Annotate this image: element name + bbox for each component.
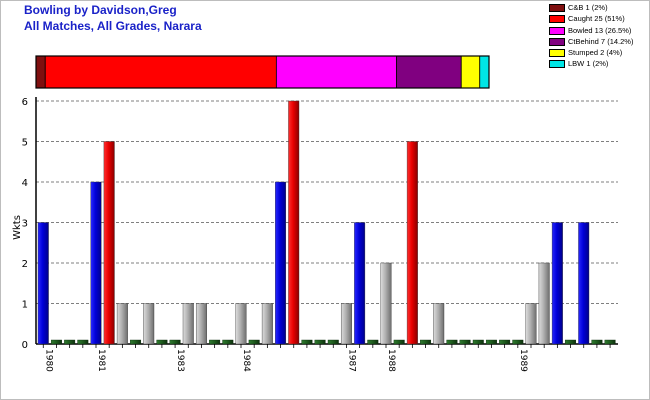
bar-zero bbox=[604, 339, 616, 345]
legend-swatch bbox=[549, 37, 565, 46]
bar-zero bbox=[169, 339, 181, 345]
bar-zero bbox=[393, 339, 405, 345]
bar-zero bbox=[248, 339, 260, 345]
bar bbox=[116, 303, 128, 345]
bar-zero bbox=[156, 339, 168, 345]
bar bbox=[406, 141, 418, 345]
strip-segment bbox=[460, 55, 481, 89]
bar bbox=[195, 303, 207, 345]
bar bbox=[37, 222, 49, 345]
x-year-label: 1989 bbox=[518, 349, 528, 372]
bar-zero bbox=[301, 339, 313, 345]
bar bbox=[90, 181, 102, 345]
bar bbox=[578, 222, 590, 345]
strip-border bbox=[35, 55, 490, 89]
x-year-label: 1988 bbox=[386, 349, 396, 372]
legend-label: Caught 25 (51%) bbox=[568, 14, 625, 24]
x-year-label: 1981 bbox=[96, 349, 106, 372]
strip-segment bbox=[396, 55, 462, 89]
bar-zero bbox=[222, 339, 234, 345]
bar bbox=[380, 262, 392, 345]
bar-zero bbox=[367, 339, 379, 345]
y-tick-label: 5 bbox=[22, 138, 28, 149]
y-tick-label: 0 bbox=[22, 340, 28, 351]
legend-label: C&B 1 (2%) bbox=[568, 3, 608, 12]
bar-zero bbox=[565, 339, 577, 345]
bar bbox=[340, 303, 352, 345]
strip-segment bbox=[35, 55, 46, 89]
bar-zero bbox=[485, 339, 497, 345]
bar-zero bbox=[499, 339, 511, 345]
bar bbox=[275, 181, 287, 345]
bar-zero bbox=[50, 339, 62, 345]
legend-label: Stumped 2 (4%) bbox=[568, 48, 623, 58]
chart-title: Bowling by Davidson,Greg bbox=[24, 3, 177, 17]
bar-zero bbox=[327, 339, 339, 345]
bar-zero bbox=[314, 339, 326, 345]
legend-label: Bowled 13 (26.5%) bbox=[568, 25, 632, 35]
bar bbox=[433, 303, 445, 345]
strip-segment bbox=[44, 55, 277, 89]
bar bbox=[182, 303, 194, 345]
strip-segment bbox=[479, 55, 490, 89]
bar-zero bbox=[446, 339, 458, 345]
legend-label: LBW 1 (2%) bbox=[568, 59, 609, 69]
bar bbox=[354, 222, 366, 345]
legend-swatch bbox=[549, 60, 565, 69]
bar bbox=[288, 100, 300, 345]
bar bbox=[235, 303, 247, 345]
bar bbox=[143, 303, 155, 345]
legend-label: CtBehind 7 (14.2%) bbox=[568, 36, 634, 46]
bar-zero bbox=[420, 339, 432, 345]
bar bbox=[525, 303, 537, 345]
bar-zero bbox=[459, 339, 471, 345]
chart-subtitle: All Matches, All Grades, Narara bbox=[24, 19, 202, 33]
x-year-label: 1980 bbox=[43, 349, 53, 372]
bar bbox=[103, 141, 115, 345]
y-tick-label: 6 bbox=[22, 97, 28, 108]
bar-zero bbox=[77, 339, 89, 345]
y-tick-label: 3 bbox=[22, 219, 28, 230]
y-tick-label: 1 bbox=[22, 300, 28, 311]
strip-segment bbox=[275, 55, 397, 89]
bar-zero bbox=[130, 339, 142, 345]
bar bbox=[538, 262, 550, 345]
legend-swatch bbox=[549, 15, 565, 24]
legend-swatch bbox=[549, 49, 565, 58]
bar bbox=[551, 222, 563, 345]
bar-zero bbox=[64, 339, 76, 345]
bar-zero bbox=[591, 339, 603, 345]
x-year-label: 1983 bbox=[175, 349, 185, 372]
bar-zero bbox=[512, 339, 524, 345]
bar-zero bbox=[209, 339, 221, 345]
x-year-label: 1984 bbox=[241, 349, 251, 372]
legend-swatch bbox=[549, 4, 565, 12]
y-tick-label: 4 bbox=[22, 178, 28, 189]
y-axis-label: Wkts bbox=[12, 215, 23, 240]
y-tick-label: 2 bbox=[22, 259, 28, 270]
bar-zero bbox=[472, 339, 484, 345]
legend-swatch bbox=[549, 26, 565, 35]
bar bbox=[261, 303, 273, 345]
x-year-label: 1987 bbox=[346, 349, 356, 372]
